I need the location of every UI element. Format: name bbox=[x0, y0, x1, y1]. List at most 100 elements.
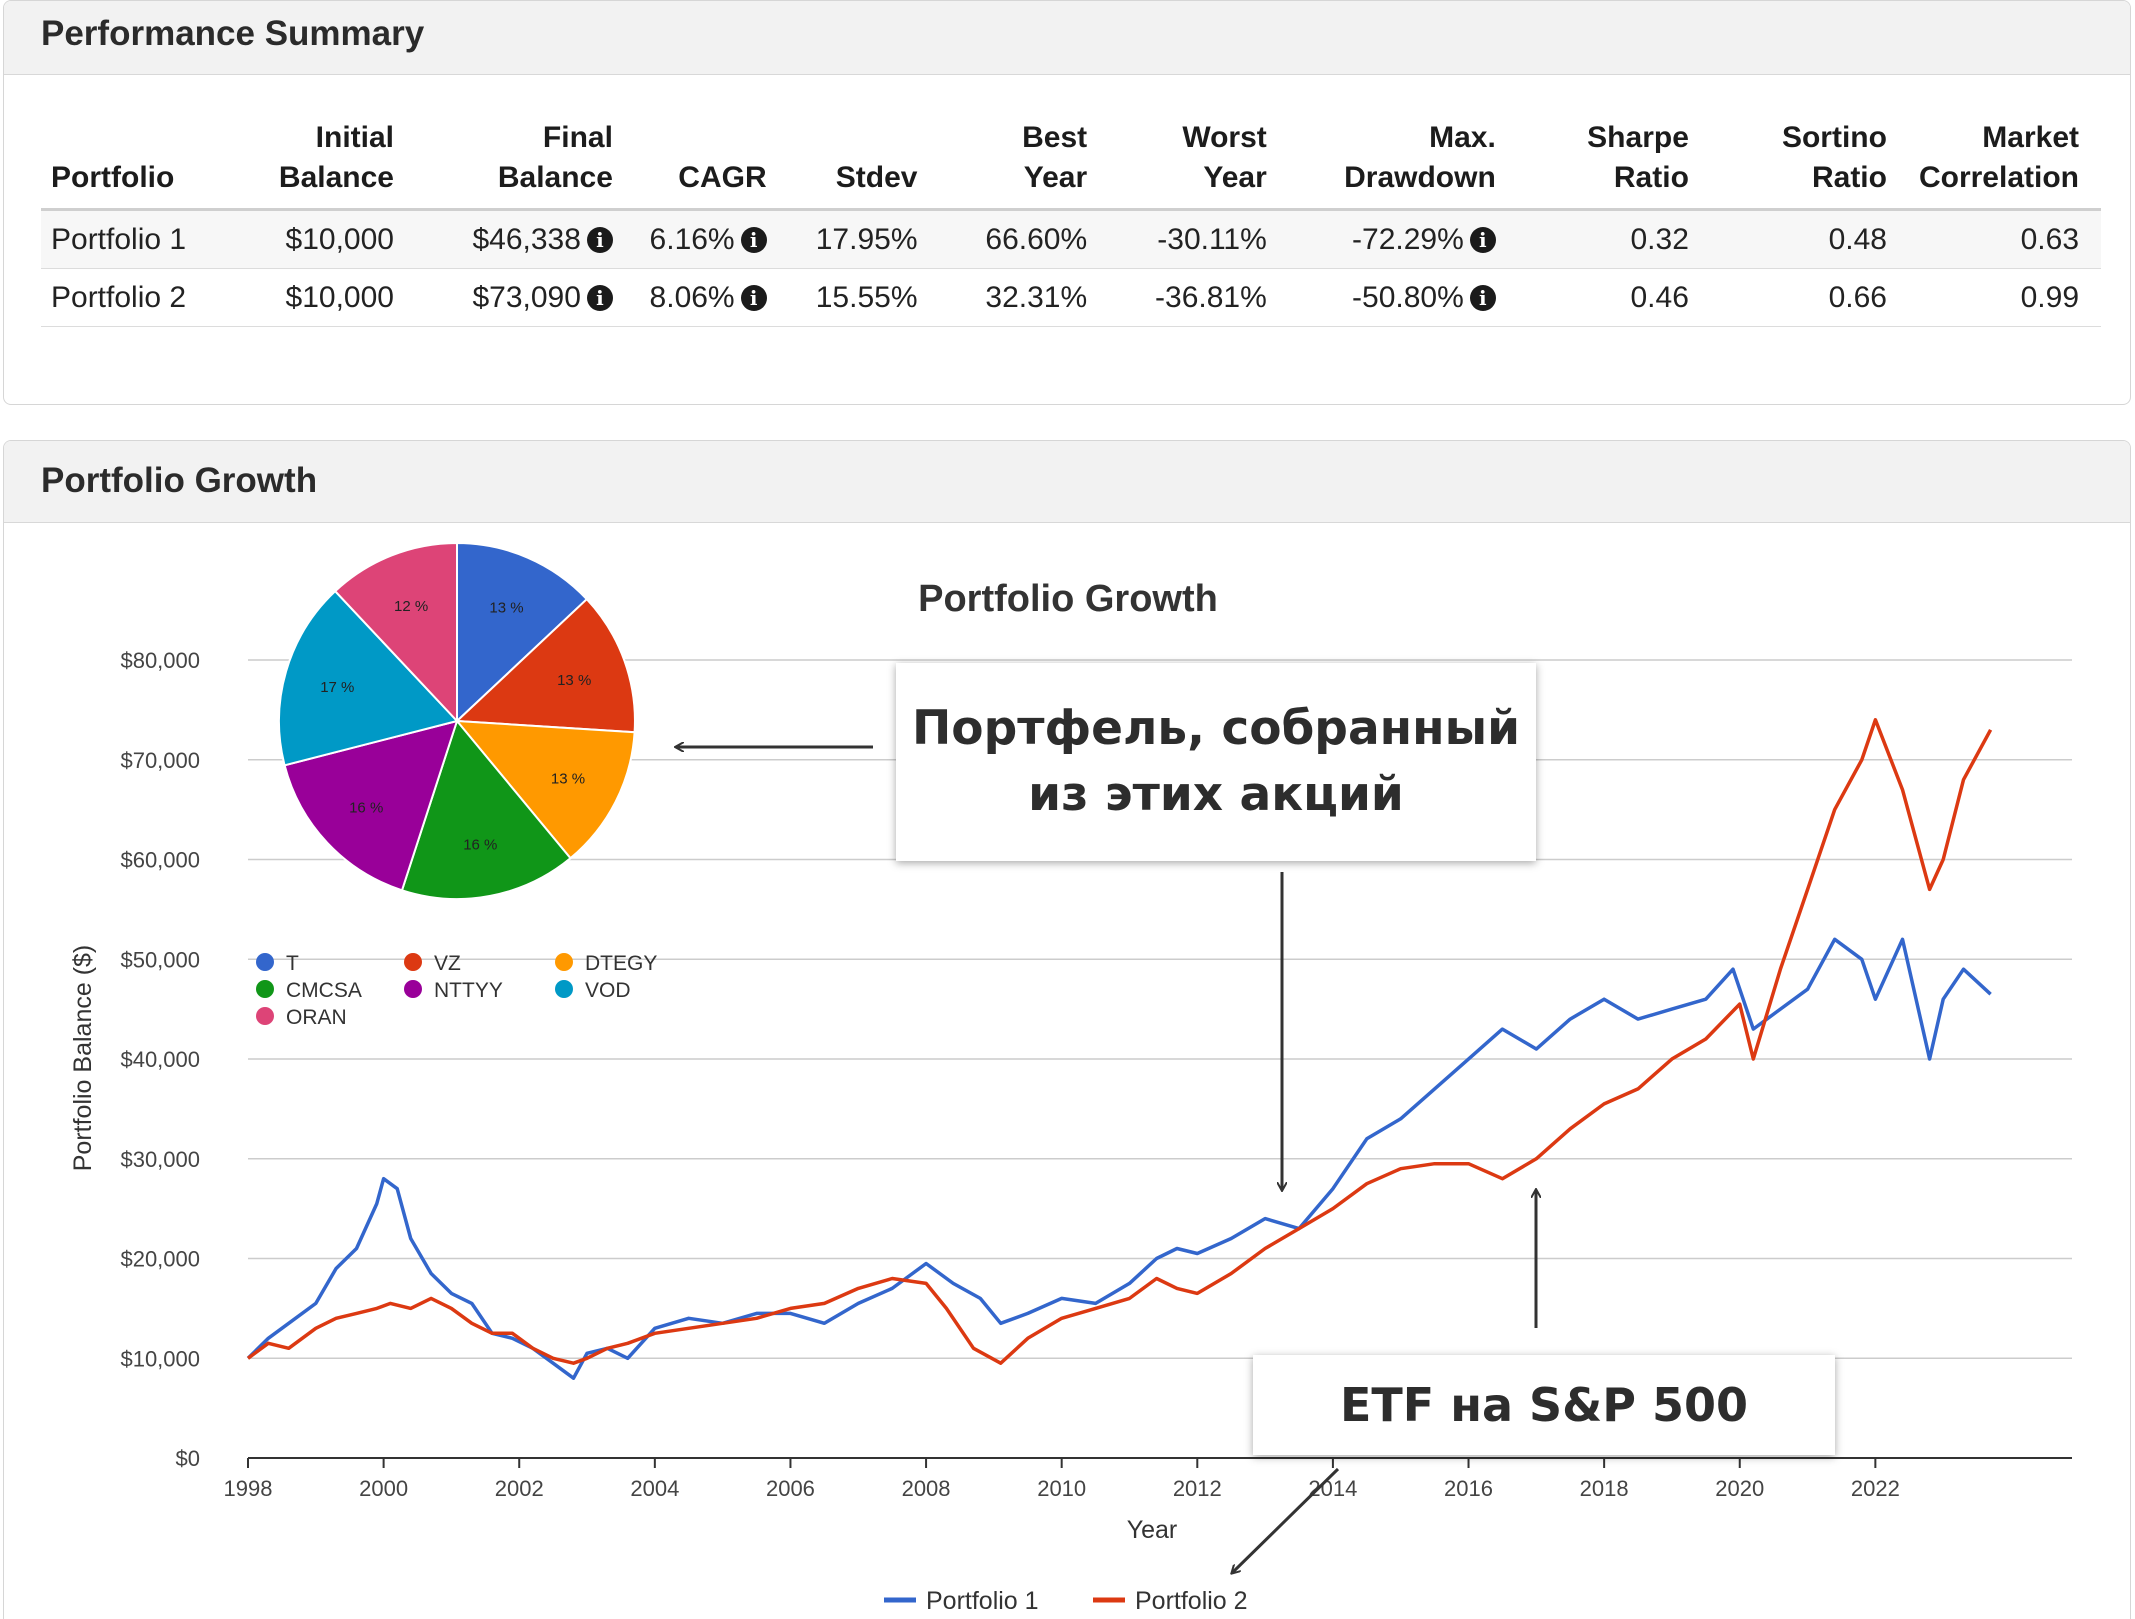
cell-initial: $10,000 bbox=[222, 209, 416, 269]
pie-slice-oran bbox=[333, 541, 458, 724]
x-tick-label: 2010 bbox=[1037, 1476, 1086, 1501]
cell-stdev-value: 17.95% bbox=[815, 222, 918, 256]
cell-portfolio-value: Portfolio 2 bbox=[51, 280, 187, 314]
pie-legend-swatch bbox=[555, 953, 573, 971]
y-tick-label: $20,000 bbox=[120, 1247, 200, 1272]
pie-legend-swatch bbox=[256, 1007, 274, 1025]
table-row: Portfolio 2 $10,000 $73,090 i 8.06% i 15.55% 32… bbox=[41, 268, 2101, 327]
col-sharpe-ratio: Sharpe Ratio bbox=[1517, 114, 1711, 211]
pie-legend-swatch bbox=[404, 980, 422, 998]
cell-final-value: $73,090 bbox=[472, 280, 581, 314]
y-tick-label: $80,000 bbox=[120, 648, 200, 673]
cell-stdev: 15.55% bbox=[788, 268, 940, 327]
col-cagr: CAGR bbox=[634, 114, 789, 211]
x-tick-label: 2006 bbox=[766, 1476, 815, 1501]
portfolio-growth-header: Portfolio Growth bbox=[4, 441, 2130, 523]
performance-summary-title: Performance Summary bbox=[4, 1, 2130, 75]
cell-drawdown: -72.29% i bbox=[1288, 209, 1518, 269]
callout-stock-portfolio-line1: Портфель, собранный bbox=[911, 701, 1521, 756]
col-best-year: Best Year bbox=[939, 114, 1110, 211]
callout-stock-portfolio-line2: из этих акций bbox=[1028, 767, 1404, 822]
cell-best-value: 32.31% bbox=[985, 280, 1088, 314]
cell-final-value: $46,338 bbox=[472, 222, 581, 256]
col-max-drawdown: Max. Drawdown bbox=[1288, 114, 1518, 211]
x-tick-label: 2014 bbox=[1308, 1476, 1357, 1501]
x-tick-label: 2008 bbox=[902, 1476, 951, 1501]
series-line-portfolio-1 bbox=[246, 937, 1992, 1380]
col-market-correlation: Market Correlation bbox=[1908, 114, 2101, 211]
pie-slice-cmcsa bbox=[400, 718, 572, 900]
info-icon[interactable]: i bbox=[1469, 284, 1496, 311]
info-icon[interactable]: i bbox=[740, 284, 767, 311]
x-tick-label: 2002 bbox=[495, 1476, 544, 1501]
info-icon[interactable]: i bbox=[1469, 226, 1496, 253]
cell-portfolio: Portfolio 1 bbox=[41, 209, 223, 269]
cell-worst-value: -36.81% bbox=[1155, 280, 1267, 314]
pie-legend-label: T bbox=[286, 952, 299, 975]
pie-slice-label: 13 % bbox=[489, 600, 523, 617]
callout-sp500-etf: ETF на S&P 500 bbox=[1253, 1355, 1835, 1455]
col-sortino-ratio: Sortino Ratio bbox=[1710, 114, 1909, 211]
pie-legend-swatch bbox=[555, 980, 573, 998]
x-tick-label: 2004 bbox=[630, 1476, 679, 1501]
cell-sharpe-value: 0.32 bbox=[1630, 222, 1689, 256]
cell-cagr: 8.06% i bbox=[634, 268, 789, 327]
pie-legend-label: DTEGY bbox=[585, 952, 657, 975]
col-portfolio: Portfolio bbox=[41, 114, 223, 211]
info-icon[interactable]: i bbox=[586, 284, 613, 311]
pie-slice-nttyy bbox=[283, 719, 459, 892]
cell-initial: $10,000 bbox=[222, 268, 416, 327]
cell-cagr-value: 8.06% bbox=[649, 280, 735, 314]
x-axis-title: Year bbox=[1127, 1516, 1178, 1544]
x-tick-label: 2016 bbox=[1444, 1476, 1493, 1501]
cell-portfolio-value: Portfolio 1 bbox=[51, 222, 187, 256]
col-initial-balance: Initial Balance bbox=[222, 114, 416, 211]
performance-summary-table: Portfolio Initial Balance Final Balance CA… bbox=[41, 114, 2101, 327]
y-tick-label: $10,000 bbox=[120, 1346, 200, 1371]
col-stdev: Stdev bbox=[788, 114, 940, 211]
table-row: Portfolio 1 $10,000 $46,338 i 6.16% i 17.95% 66… bbox=[41, 209, 2101, 269]
pie-legend-swatch bbox=[256, 980, 274, 998]
y-tick-label: $30,000 bbox=[120, 1147, 200, 1172]
x-tick-label: 2022 bbox=[1851, 1476, 1900, 1501]
y-tick-label: $60,000 bbox=[120, 848, 200, 873]
pie-slice-t bbox=[456, 541, 589, 724]
performance-summary-panel: Performance Summary Portfolio Initial Bal… bbox=[3, 0, 2131, 405]
cell-worst: -36.81% bbox=[1109, 268, 1289, 327]
pie-slice-vod bbox=[278, 589, 459, 767]
pie-slice-label: 12 % bbox=[394, 598, 428, 615]
info-icon[interactable]: i bbox=[740, 226, 767, 253]
cell-initial-value: $10,000 bbox=[285, 222, 394, 256]
x-tick-label: 2018 bbox=[1580, 1476, 1629, 1501]
pie-legend-label: NTTYY bbox=[434, 979, 503, 1002]
series-line-portfolio-2 bbox=[246, 718, 1993, 1365]
pie-legend-label: CMCSA bbox=[286, 979, 362, 1002]
y-tick-label: $70,000 bbox=[120, 748, 200, 773]
cell-best: 32.31% bbox=[939, 268, 1110, 327]
y-tick-label: $40,000 bbox=[120, 1047, 200, 1072]
cell-final: $73,090 i bbox=[416, 268, 635, 327]
cell-stdev: 17.95% bbox=[788, 209, 940, 269]
cell-drawdown-value: -50.80% bbox=[1352, 280, 1464, 314]
cell-worst: -30.11% bbox=[1109, 209, 1289, 269]
callout-stock-portfolio: Портфель, собранный из этих акций bbox=[896, 663, 1536, 861]
cell-corr: 0.99 bbox=[1908, 268, 2101, 327]
cell-final: $46,338 i bbox=[416, 209, 635, 269]
legend-label: Portfolio 1 bbox=[926, 1587, 1039, 1615]
info-icon[interactable]: i bbox=[586, 226, 613, 253]
pie-legend-label: VZ bbox=[434, 952, 461, 975]
cell-sortino: 0.66 bbox=[1710, 268, 1909, 327]
col-final-balance: Final Balance bbox=[416, 114, 635, 211]
cell-cagr: 6.16% i bbox=[634, 209, 789, 269]
cell-sharpe-value: 0.46 bbox=[1630, 280, 1689, 314]
pie-slice-label: 16 % bbox=[463, 836, 497, 853]
cell-cagr-value: 6.16% bbox=[649, 222, 735, 256]
cell-initial-value: $10,000 bbox=[285, 280, 394, 314]
pie-legend-swatch bbox=[256, 953, 274, 971]
cell-sortino-value: 0.48 bbox=[1828, 222, 1887, 256]
cell-drawdown-value: -72.29% bbox=[1352, 222, 1464, 256]
x-tick-label: 1998 bbox=[224, 1476, 273, 1501]
table-header-row: Portfolio Initial Balance Final Balance CA… bbox=[41, 114, 2101, 211]
cell-corr-value: 0.63 bbox=[2020, 222, 2079, 256]
